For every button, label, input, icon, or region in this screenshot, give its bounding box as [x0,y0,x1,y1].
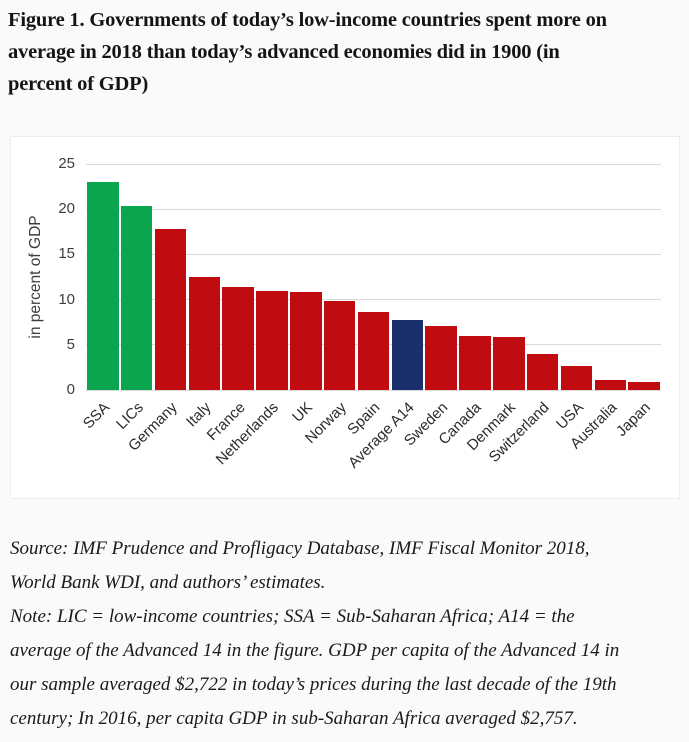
bar-canada [459,335,491,390]
note-text: Note: LIC = low-income countries; SSA = … [10,606,620,729]
y-tick-label-10: 10 [58,290,75,308]
bar-denmark [493,336,525,390]
gridline-20 [86,208,661,210]
gridline-25 [86,163,661,165]
bar-france [222,286,254,390]
source-text: Source: IMF Prudence and Profligacy Data… [10,538,590,593]
y-tick-label-0: 0 [66,381,75,398]
y-tick-label-15: 15 [58,245,75,263]
caption-block: Source: IMF Prudence and Profligacy Data… [10,532,689,736]
y-tick-label-25: 25 [58,155,75,172]
x-label-japan: Japan [613,399,655,440]
bar-australia [594,380,626,390]
y-tick-label-5: 5 [66,335,75,353]
bar-switzerland [526,353,559,390]
chart-panel: in percent of GDP 0 5 10 15 20 25 SSA LICs Germa… [10,136,680,499]
figure-title: Figure 1. Governments of today’s low-inc… [8,9,607,95]
bar-usa [560,365,593,390]
bar-average-a14 [391,319,424,390]
gridline-15 [86,253,661,255]
bar-spain [357,312,390,390]
y-axis-title: in percent of GDP [27,215,44,339]
y-tick-label-20: 20 [58,200,75,218]
gridline-10 [86,299,661,301]
x-label-ssa: SSA [79,399,113,433]
bar-netherlands [256,290,288,390]
bar-ssa [87,182,119,390]
bar-germany [154,229,187,390]
bar-lics [120,205,153,390]
bar-norway [323,300,356,390]
plot-area [86,163,661,391]
bar-italy [188,277,221,390]
gridline-0 [86,389,661,391]
bar-uk [290,292,322,390]
bar-japan [628,381,660,390]
x-label-uk: UK [289,399,316,426]
bar-sweden [425,325,457,390]
